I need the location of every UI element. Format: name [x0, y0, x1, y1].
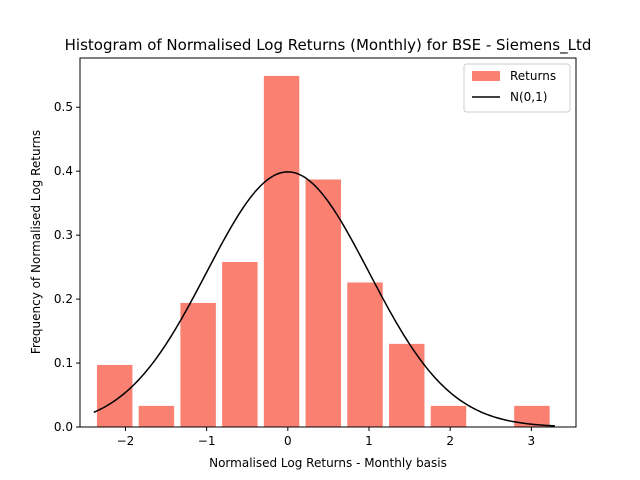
y-tick-label: 0.4	[54, 164, 73, 178]
axes-frame	[79, 57, 577, 428]
y-tick-label: 0.1	[54, 356, 73, 370]
x-tick-label: 1	[365, 434, 373, 448]
histogram-bar	[430, 405, 467, 427]
histogram-bar	[347, 282, 383, 427]
chart-title: Histogram of Normalised Log Returns (Mon…	[65, 36, 592, 55]
legend-swatch-returns	[472, 71, 500, 81]
x-tick-label: 2	[446, 434, 454, 448]
plot-area: −2 −1 0 1 2 3 0.0 0.1 0.2 0.3 0.4 0.5	[54, 57, 577, 448]
histogram-bar	[305, 179, 342, 427]
y-tick-label: 0.0	[54, 420, 73, 434]
x-tick-label: 0	[284, 434, 292, 448]
histogram-bar	[514, 405, 550, 427]
histogram-bar	[180, 302, 216, 427]
y-tick-label: 0.3	[54, 228, 73, 242]
x-tick-label: 3	[528, 434, 536, 448]
legend: Returns N(0,1)	[463, 63, 571, 113]
x-tick-label: −1	[198, 434, 216, 448]
y-axis-label: Frequency of Normalised Log Returns	[29, 130, 43, 354]
histogram-bar	[138, 405, 175, 427]
histogram-bar	[389, 343, 425, 427]
histogram-bar	[222, 262, 258, 427]
x-tick-label: −2	[117, 434, 135, 448]
histogram-bar	[96, 364, 133, 427]
x-axis-label: Normalised Log Returns - Monthly basis	[209, 456, 447, 470]
y-tick-label: 0.5	[54, 100, 73, 114]
legend-label-normal: N(0,1)	[510, 90, 547, 104]
y-tick-label: 0.2	[54, 292, 73, 306]
histogram-bar	[263, 75, 300, 428]
legend-label-returns: Returns	[510, 69, 556, 83]
normal-distribution-line	[93, 171, 555, 427]
